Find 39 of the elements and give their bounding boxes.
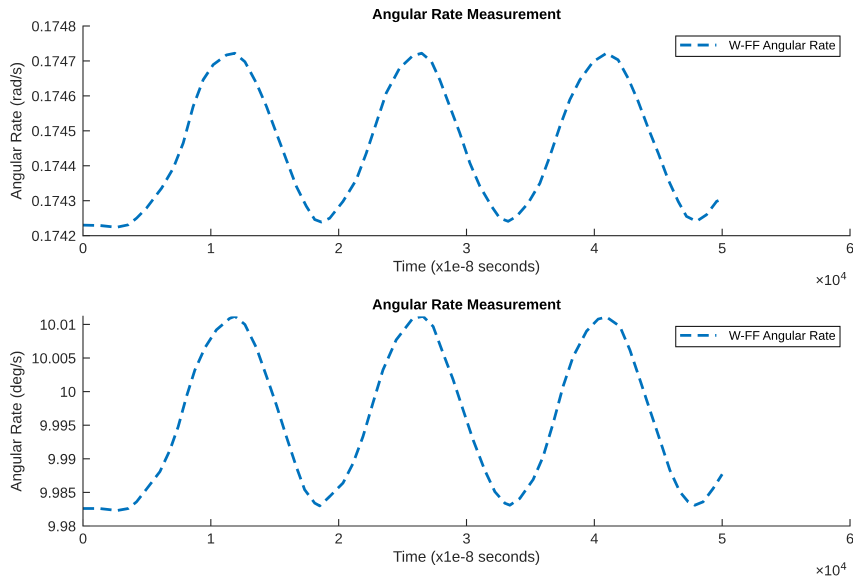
x-tick-label: 5 [718,533,726,544]
y-axis-title: Angular Rate (rad/s) [10,62,25,200]
text: ×10$^{4}$ [816,272,846,286]
legend-label: W-FF Angular Rate [728,40,836,52]
x-tick-label: 3 [463,242,470,254]
x-tick-label: 6 [846,242,853,254]
y-tick-label: 10.005 [32,353,76,364]
x-tick-label: 2 [335,533,342,544]
y-tick-label: 0.1748 [32,21,76,32]
x-tick-label: 6 [846,533,853,544]
x-tick-label: 1 [208,243,214,254]
x-tick-label: 0 [80,242,86,254]
chart-title: Angular Rate Measurement [372,298,561,312]
y-tick-label: 0.1746 [32,90,76,102]
y-tick-label: 0.1747 [32,56,76,66]
x-tick-label: 1 [208,533,214,544]
x-axis-title: Time (x1e-8 seconds) [393,550,540,565]
y-tick-label: 9.99 [48,454,76,464]
x-tick-label: 3 [463,533,470,544]
x-tick-label: 4 [590,243,598,254]
x-axis-title: Time (x1e-8 seconds) [393,260,540,275]
y-tick-label: 9.995 [40,420,76,431]
y-tick-label: 0.1744 [32,160,76,172]
chart-title: Angular Rate Measurement [372,8,561,22]
x-tick-label: 5 [718,243,726,254]
y-tick-label: 9.985 [40,488,76,498]
legend-label: W-FF Angular Rate [728,330,836,342]
y-tick-label: 10.01 [40,320,76,330]
y-axis-title: Angular Rate (deg/s) [10,352,25,492]
y-tick-label: 0.1745 [32,126,76,136]
x-tick-label: 0 [80,533,86,544]
y-tick-label: 0.1743 [32,196,76,206]
text: ×10$^{4}$ [816,562,846,576]
y-tick-label: 10 [60,386,76,398]
x-tick-label: 4 [590,533,598,544]
y-tick-label: 9.98 [48,521,76,532]
y-tick-label: 0.1742 [32,230,76,242]
x-tick-label: 2 [335,242,342,254]
line-series [82,316,724,512]
